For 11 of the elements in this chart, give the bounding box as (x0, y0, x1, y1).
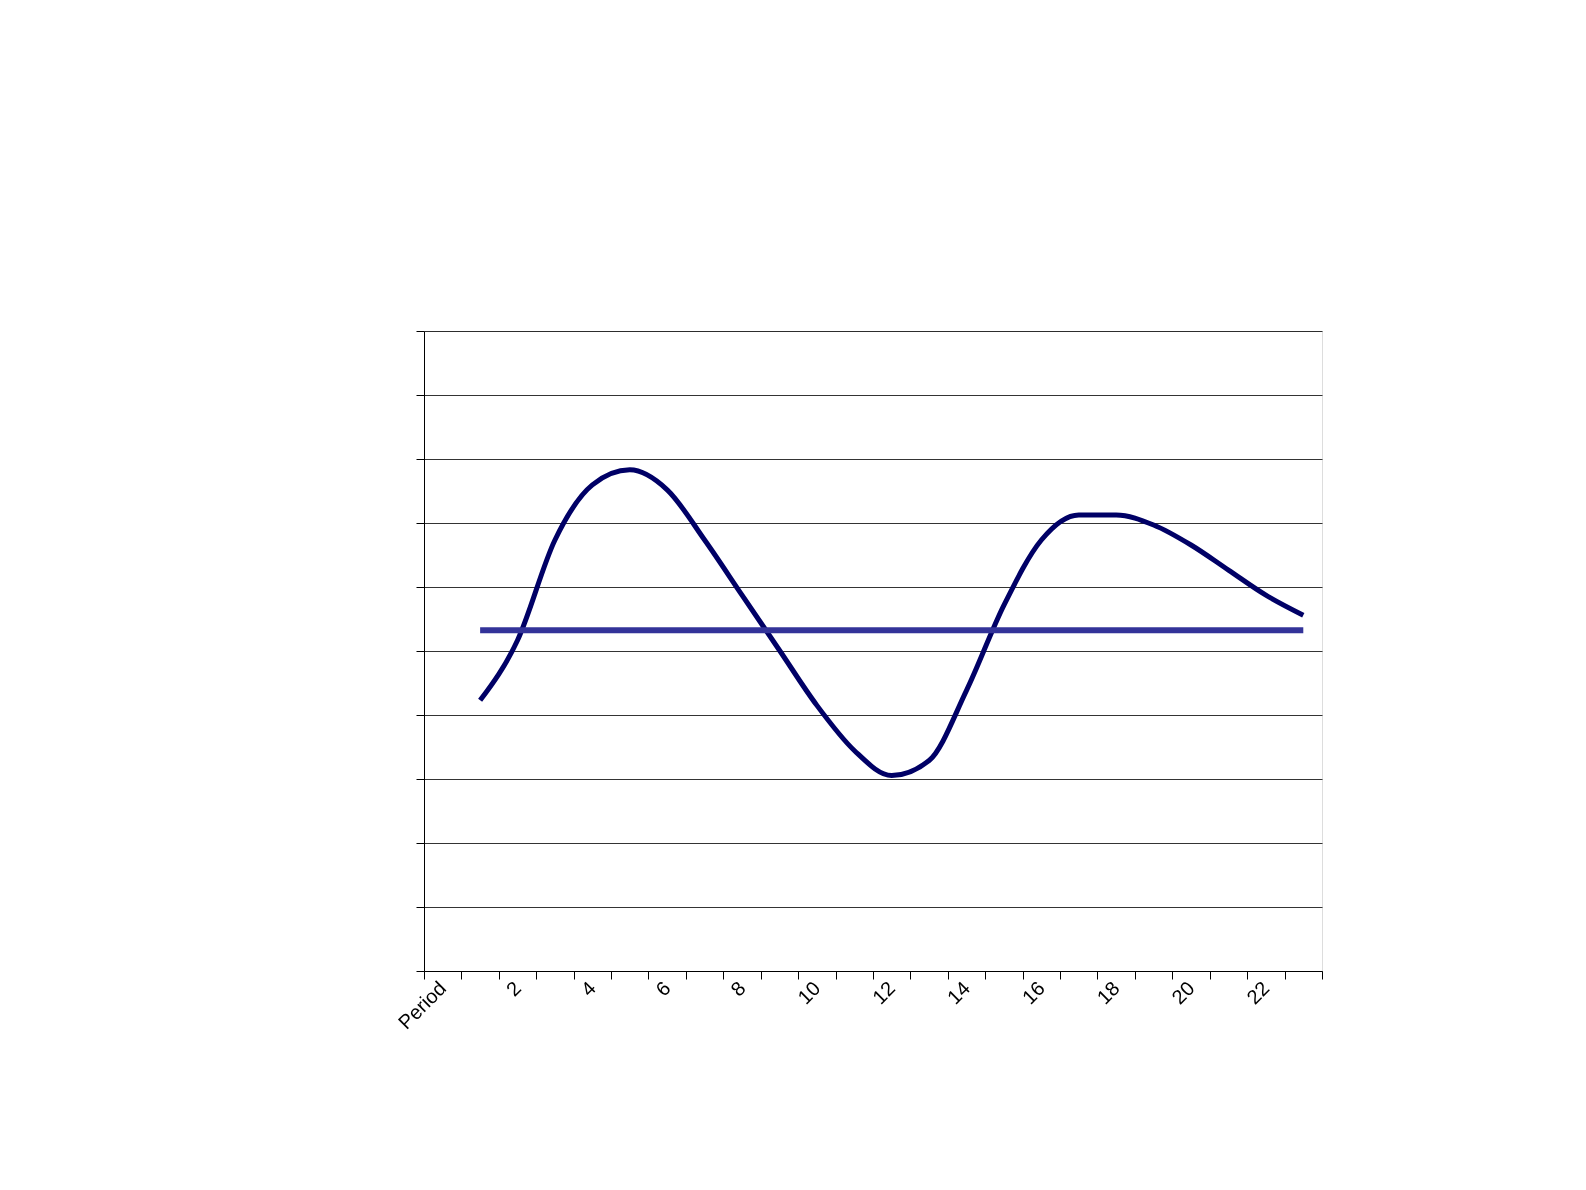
x-tick-label: 18 (1092, 977, 1124, 1009)
x-tick-label: 20 (1167, 977, 1199, 1009)
x-tick-label: 6 (651, 977, 675, 1001)
x-tick-label: 16 (1017, 977, 1049, 1009)
x-tick-label: 14 (942, 977, 975, 1009)
x-tick-label: 12 (867, 977, 900, 1009)
x-tick-label: 2 (501, 977, 526, 1001)
x-tick-label: 8 (726, 977, 750, 1001)
x-tick-label: 4 (576, 977, 600, 1001)
x-tick-label: 22 (1242, 977, 1274, 1009)
x-tick-label: 10 (793, 977, 825, 1009)
